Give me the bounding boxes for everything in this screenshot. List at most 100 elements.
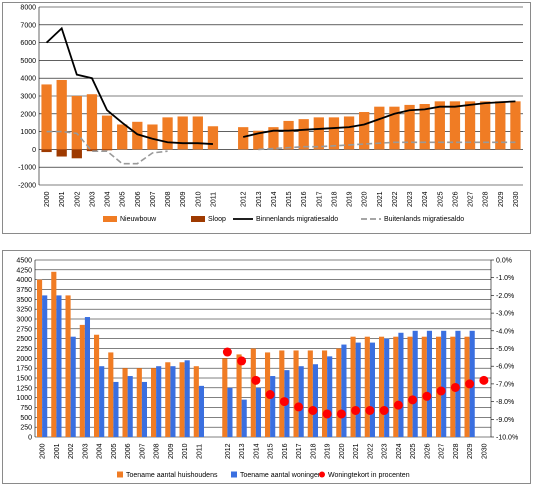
x-tick-label: 2017 bbox=[296, 443, 303, 459]
bar-sloop bbox=[41, 149, 52, 153]
y2-tick-label: -9.0% bbox=[496, 417, 514, 424]
bar-nieuwbouw bbox=[298, 119, 309, 150]
x-tick-label: 2012 bbox=[225, 443, 232, 459]
bar-nieuwbouw bbox=[343, 116, 355, 150]
bar-nieuwbouw bbox=[268, 127, 279, 150]
bar-nieuwbouw bbox=[207, 126, 219, 150]
bar-toename-aantal-woningen bbox=[426, 330, 433, 437]
legend-swatch bbox=[191, 216, 205, 222]
x-tick-label: 2020 bbox=[339, 443, 346, 459]
bar-toename-aantal-woningen bbox=[355, 342, 361, 437]
y-tick-label: 2000 bbox=[16, 356, 32, 363]
legend-label: Woningtekort in procenten bbox=[328, 472, 410, 479]
bar-toename-aantal-huishoudens bbox=[393, 336, 399, 437]
y-tick-label: 4000 bbox=[16, 277, 32, 284]
bar-toename-aantal-huishoudens bbox=[435, 336, 442, 437]
x-tick-label: 2006 bbox=[125, 443, 132, 459]
bar-toename-aantal-woningen bbox=[198, 385, 205, 437]
bar-toename-aantal-huishoudens bbox=[150, 368, 157, 437]
y2-tick-label: -4.0% bbox=[496, 328, 514, 335]
bar-nieuwbouw bbox=[86, 94, 98, 150]
bar-nieuwbouw bbox=[253, 130, 264, 150]
x-tick-label: 2022 bbox=[367, 443, 374, 459]
bar-nieuwbouw bbox=[359, 112, 370, 150]
bar-toename-aantal-woningen bbox=[42, 295, 48, 437]
line-buitenlands-migratiesaldo bbox=[258, 141, 516, 151]
bar-nieuwbouw bbox=[313, 117, 324, 150]
x-tick-label: 2019 bbox=[325, 443, 332, 459]
x-tick-label: 2027 bbox=[468, 191, 475, 207]
bar-toename-aantal-woningen bbox=[241, 399, 247, 437]
bar-toename-aantal-huishoudens bbox=[193, 366, 199, 437]
bar-nieuwbouw bbox=[41, 84, 52, 150]
legend-swatch bbox=[117, 471, 123, 478]
x-tick-label: 2000 bbox=[44, 191, 51, 207]
bar-toename-aantal-huishoudens bbox=[321, 350, 328, 437]
point-woningtekort bbox=[237, 356, 247, 366]
legend-label: Buitenlands migratiesaldo bbox=[384, 216, 464, 223]
x-tick-label: 2024 bbox=[422, 191, 429, 207]
bar-nieuwbouw bbox=[480, 101, 491, 150]
x-tick-label: 2004 bbox=[97, 443, 104, 459]
y-tick-label: 2000 bbox=[20, 111, 36, 118]
bar-nieuwbouw bbox=[101, 115, 113, 150]
bar-toename-aantal-woningen bbox=[113, 381, 119, 437]
y-tick-label: 1000 bbox=[16, 395, 32, 402]
x-tick-label: 2027 bbox=[439, 443, 446, 459]
bar-toename-aantal-woningen bbox=[384, 338, 390, 437]
y2-tick-label: -7.0% bbox=[496, 381, 514, 388]
bar-toename-aantal-woningen bbox=[141, 381, 148, 437]
x-tick-label: 2022 bbox=[392, 191, 399, 207]
bar-sloop bbox=[101, 149, 113, 151]
x-tick-label: 2028 bbox=[453, 443, 460, 459]
chart-bottom: 0 250 500 750 1000 1250 1500 1750 2000 2250 2500 27… bbox=[2, 250, 531, 484]
x-tick-label: 2016 bbox=[282, 443, 289, 459]
x-tick-label: 2001 bbox=[54, 443, 61, 459]
x-tick-label: 2028 bbox=[483, 191, 490, 207]
bar-nieuwbouw bbox=[117, 124, 128, 150]
line-binnenlands-migratiesaldo bbox=[45, 26, 213, 145]
point-woningtekort bbox=[436, 386, 446, 396]
y-tick-label: 5000 bbox=[20, 58, 36, 65]
x-tick-label: 2024 bbox=[396, 443, 403, 459]
chart-top: -2000 -1000 0 1000 2000 3000 4000 5000 6000 7000 8… bbox=[2, 2, 531, 234]
bar-toename-aantal-huishoudens bbox=[179, 362, 185, 437]
bar-nieuwbouw bbox=[449, 101, 461, 150]
bar-toename-aantal-woningen bbox=[56, 295, 62, 437]
bar-nieuwbouw bbox=[389, 106, 400, 150]
bar-toename-aantal-woningen bbox=[327, 356, 333, 437]
bar-nieuwbouw bbox=[434, 101, 445, 150]
x-tick-label: 2017 bbox=[316, 191, 323, 207]
y-tick-label: 3000 bbox=[20, 94, 36, 101]
point-woningtekort bbox=[450, 382, 460, 392]
bar-nieuwbouw bbox=[328, 117, 340, 150]
bar-nieuwbouw bbox=[238, 127, 249, 150]
bar-sloop bbox=[56, 149, 67, 157]
bar-toename-aantal-huishoudens bbox=[122, 368, 128, 437]
bar-toename-aantal-huishoudens bbox=[279, 350, 285, 437]
legend-label: Toename aantal woningen bbox=[240, 472, 322, 479]
bar-nieuwbouw bbox=[162, 117, 173, 150]
legend-swatch bbox=[231, 471, 237, 478]
bar-nieuwbouw bbox=[147, 124, 158, 150]
point-woningtekort bbox=[222, 347, 232, 357]
y2-tick-label: -1.0% bbox=[496, 275, 514, 282]
legend-swatch bbox=[319, 471, 325, 478]
x-tick-label: 2015 bbox=[268, 443, 275, 459]
bar-toename-aantal-huishoudens bbox=[79, 324, 85, 437]
point-woningtekort bbox=[336, 409, 346, 419]
bar-toename-aantal-woningen bbox=[84, 317, 91, 437]
bar-nieuwbouw bbox=[404, 104, 415, 150]
y-tick-label: 0 bbox=[32, 147, 36, 154]
y-tick-label: 4000 bbox=[20, 76, 36, 83]
y-tick-label: 0 bbox=[28, 435, 32, 442]
x-tick-label: 2021 bbox=[377, 191, 384, 207]
legend-label: Nieuwbouw bbox=[120, 216, 157, 223]
bar-toename-aantal-huishoudens bbox=[250, 348, 256, 437]
point-woningtekort bbox=[279, 397, 289, 407]
x-tick-label: 2016 bbox=[301, 191, 308, 207]
bar-toename-aantal-woningen bbox=[156, 366, 162, 437]
y-tick-label: 2250 bbox=[16, 346, 32, 353]
x-tick-label: 2023 bbox=[382, 443, 389, 459]
y-tick-label: 250 bbox=[20, 425, 32, 432]
